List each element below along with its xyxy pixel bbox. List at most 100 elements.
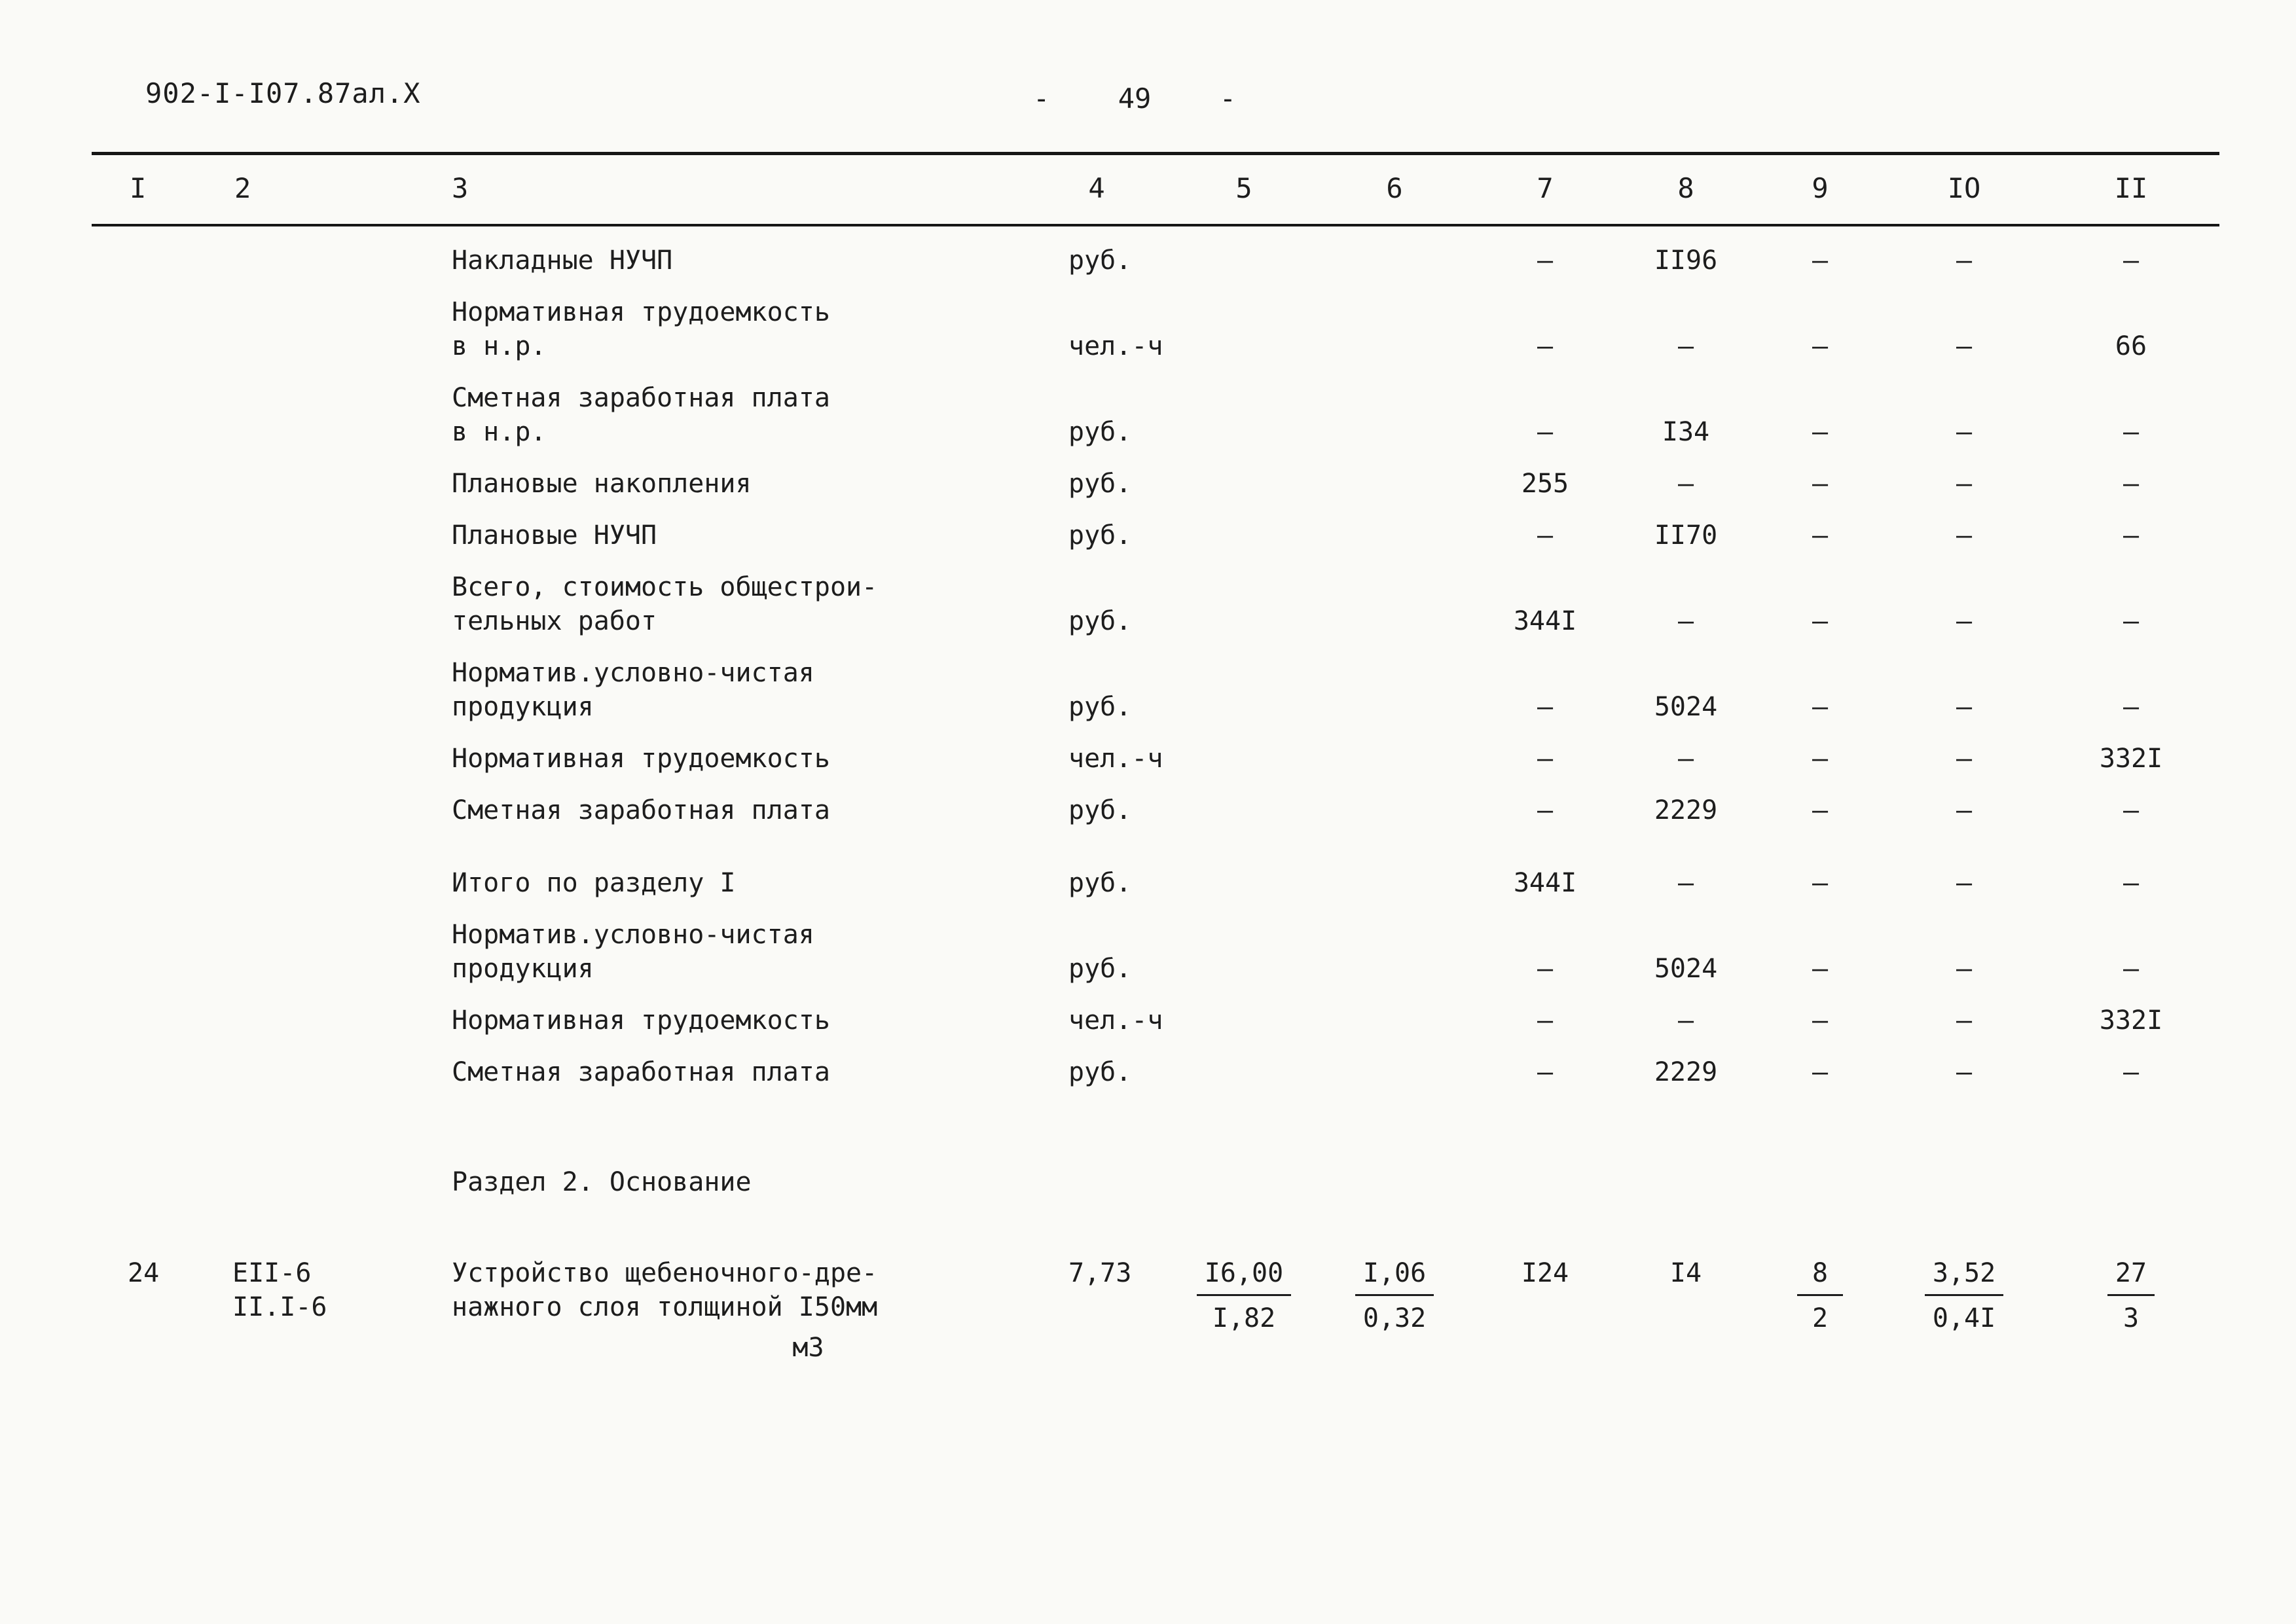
- cell: –: [1537, 1005, 1554, 1036]
- page-number-dash-right: -: [1219, 82, 1236, 115]
- cell: –: [1812, 245, 1829, 276]
- cell: [196, 986, 340, 1038]
- cell: Норматив.условно-чистая продукция: [452, 658, 814, 722]
- table-row: Норматив.условно-чистая продукция руб. – 50…: [92, 901, 2219, 986]
- cell: –: [1537, 1057, 1554, 1087]
- cell: I34: [1662, 417, 1710, 447]
- cell: –: [1537, 245, 1554, 276]
- cell: 2229: [1654, 795, 1718, 825]
- cell: [1316, 1090, 1473, 1207]
- cell: 27 3: [2043, 1207, 2219, 1365]
- cell: [1172, 278, 1316, 364]
- cell: [1316, 901, 1473, 986]
- document-number: 902-I-I07.87ал.X: [145, 77, 421, 109]
- cell: –: [1677, 469, 1694, 499]
- cell: [1316, 1038, 1473, 1090]
- cell: [1886, 1090, 2043, 1207]
- cell: [92, 553, 196, 639]
- cell: 332I: [2099, 1005, 2163, 1036]
- fraction-denominator: 0,4I: [1932, 1303, 1996, 1333]
- fraction-denominator: 0,32: [1362, 1303, 1427, 1333]
- cell: [196, 225, 340, 278]
- cell: –: [1812, 520, 1829, 550]
- column-header: 6: [1316, 152, 1473, 226]
- table-header: I 2 3 4 5 6 7 8 9 IO II: [92, 152, 2219, 226]
- column-header: 4: [1021, 152, 1172, 226]
- cell: –: [1956, 331, 1973, 361]
- cell: –: [1812, 795, 1829, 825]
- cell: –: [2123, 1057, 2140, 1087]
- cell: 2229: [1654, 1057, 1718, 1087]
- table-row: Норматив.условно-чистая продукция руб. – 50…: [92, 639, 2219, 725]
- column-header: 7: [1473, 152, 1617, 226]
- cell: –: [2123, 692, 2140, 722]
- cell: [1316, 828, 1473, 901]
- cell: –: [2123, 520, 2140, 550]
- cell: [92, 501, 196, 553]
- cell: –: [1537, 417, 1554, 447]
- page-number: - 49 -: [1033, 82, 1236, 115]
- cell: [1172, 901, 1316, 986]
- cell: [1172, 225, 1316, 278]
- table-row: Нормативная трудоемкость чел.-ч – – – – 332I: [92, 986, 2219, 1038]
- cell: –: [2123, 417, 2140, 447]
- cell: 255: [1521, 469, 1569, 499]
- page-number-dash-left: -: [1033, 82, 1050, 115]
- column-header: II: [2043, 152, 2219, 226]
- table-row: 24 ЕII-6 II.I-6 Устройство щебеночного-дре…: [92, 1207, 2219, 1365]
- cell: 344I: [1513, 606, 1577, 636]
- cell: –: [1956, 245, 1973, 276]
- cell: [92, 639, 196, 725]
- cell: 344I: [1513, 868, 1577, 898]
- cell: [196, 639, 340, 725]
- cell: [196, 364, 340, 450]
- cell: 3,52 0,4I: [1886, 1207, 2043, 1365]
- cell: [1172, 553, 1316, 639]
- cell: –: [1812, 417, 1829, 447]
- cell: [92, 364, 196, 450]
- cell: Нормативная трудоемкость в н.р.: [452, 297, 830, 361]
- cell: –: [1812, 692, 1829, 722]
- cell: руб.: [1068, 417, 1132, 447]
- cell: [196, 776, 340, 828]
- cell: 66: [2115, 331, 2147, 361]
- cell: [92, 986, 196, 1038]
- cell: руб.: [1068, 606, 1132, 636]
- cell: –: [2123, 606, 2140, 636]
- cell: [1172, 828, 1316, 901]
- cell: –: [2123, 245, 2140, 276]
- fraction-numerator: I6,00: [1196, 1256, 1292, 1296]
- cell: Плановые накопления: [452, 469, 752, 499]
- cell: [1172, 450, 1316, 501]
- cell: [196, 1090, 340, 1207]
- cell: 332I: [2099, 744, 2163, 774]
- cell: I6,00 I,82: [1172, 1207, 1316, 1365]
- cell: [1316, 639, 1473, 725]
- cell: –: [1537, 744, 1554, 774]
- cell: –: [1537, 954, 1554, 984]
- table-row: Сметная заработная плата в н.р. руб. – I34 –…: [92, 364, 2219, 450]
- cell: 7,73: [1068, 1258, 1132, 1288]
- cell: [1021, 1090, 1172, 1207]
- cell: [1316, 225, 1473, 278]
- cell: –: [2123, 954, 2140, 984]
- cell: [1316, 553, 1473, 639]
- cell: –: [1537, 520, 1554, 550]
- cell: [1172, 639, 1316, 725]
- cell: Итого по разделу I: [452, 868, 736, 898]
- cell: Сметная заработная плата в н.р.: [452, 383, 830, 447]
- page-number-value: 49: [1118, 82, 1152, 115]
- cell: –: [1677, 331, 1694, 361]
- cell: руб.: [1068, 469, 1132, 499]
- cell: руб.: [1068, 795, 1132, 825]
- cell: [196, 450, 340, 501]
- cell: –: [1812, 868, 1829, 898]
- cell: I,06 0,32: [1316, 1207, 1473, 1365]
- cell: [1172, 986, 1316, 1038]
- cell: Нормативная трудоемкость: [452, 744, 830, 774]
- cell: –: [1956, 1057, 1973, 1087]
- work-description: Устройство щебеночного-дре- нажного слоя…: [452, 1258, 878, 1322]
- cell: ЕII-6 II.I-6: [232, 1258, 327, 1322]
